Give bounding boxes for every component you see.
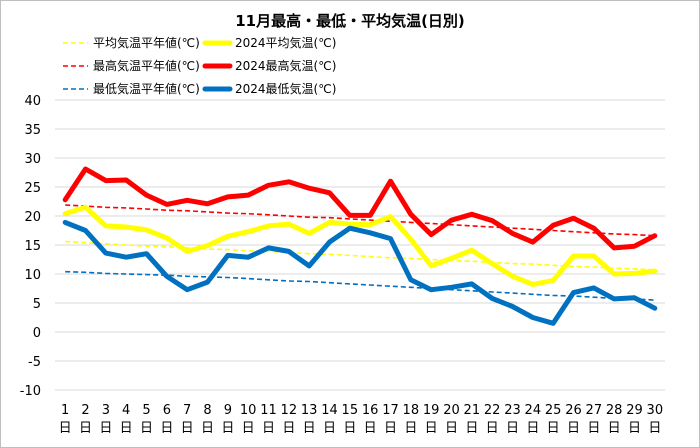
series-line — [62, 219, 658, 326]
series-line — [62, 204, 658, 287]
x-tick-label: 20 — [443, 403, 460, 418]
y-axis-ticks: -10 -5 0 5 10 15 20 25 30 35 40 — [20, 94, 41, 399]
series-line — [65, 240, 655, 271]
x-tick-day-label: 日 — [547, 421, 560, 436]
x-tick-day-label: 日 — [608, 421, 621, 436]
legend-label: 2024平均気温(℃) — [235, 35, 336, 50]
x-tick-day-label: 日 — [628, 421, 641, 436]
y-tick-label: 25 — [24, 181, 41, 196]
y-tick-label: -10 — [20, 384, 41, 399]
x-tick-day-label: 日 — [648, 421, 661, 436]
x-tick-label: 4 — [122, 403, 130, 418]
x-tick-label: 22 — [484, 403, 501, 418]
x-tick-label: 16 — [362, 403, 379, 418]
x-tick-label: 13 — [301, 403, 318, 418]
x-tick-label: 1 — [61, 403, 69, 418]
y-tick-label: 35 — [24, 123, 41, 138]
y-tick-label: 20 — [24, 210, 41, 225]
x-tick-day-label: 日 — [181, 421, 194, 436]
series-line — [65, 270, 655, 301]
x-tick-label: 25 — [545, 403, 562, 418]
x-tick-day-label: 日 — [404, 421, 417, 436]
x-tick-day-label: 日 — [506, 421, 519, 436]
x-tick-day-label: 日 — [486, 421, 499, 436]
x-tick-label: 23 — [504, 403, 521, 418]
x-tick-label: 29 — [626, 403, 643, 418]
series-lines — [62, 166, 658, 326]
x-tick-label: 24 — [525, 403, 542, 418]
x-tick-day-label: 日 — [242, 421, 255, 436]
x-tick-day-label: 日 — [120, 421, 133, 436]
x-tick-label: 18 — [403, 403, 420, 418]
legend-label: 最低気温平年値(℃) — [93, 81, 200, 96]
legend-label: 2024最低気温(℃) — [235, 81, 336, 96]
x-tick-day-label: 日 — [99, 421, 112, 436]
x-axis-ticks: 1日2日3日4日5日6日7日8日9日10日11日12日13日14日15日16日1… — [59, 403, 663, 436]
x-tick-day-label: 日 — [323, 421, 336, 436]
x-tick-day-label: 日 — [303, 421, 316, 436]
x-tick-label: 14 — [321, 403, 338, 418]
x-tick-label: 17 — [382, 403, 399, 418]
x-tick-day-label: 日 — [221, 421, 234, 436]
x-tick-label: 15 — [342, 403, 359, 418]
x-tick-label: 26 — [565, 403, 582, 418]
x-tick-day-label: 日 — [445, 421, 458, 436]
x-tick-day-label: 日 — [526, 421, 539, 436]
x-tick-label: 11 — [260, 403, 277, 418]
x-tick-day-label: 日 — [425, 421, 438, 436]
chart-title: 11月最高・最低・平均気温(日別) — [235, 12, 465, 30]
y-tick-label: 5 — [33, 297, 41, 312]
y-tick-label: 0 — [33, 326, 41, 341]
x-tick-day-label: 日 — [567, 421, 580, 436]
x-tick-label: 28 — [606, 403, 623, 418]
x-tick-label: 12 — [281, 403, 298, 418]
x-tick-day-label: 日 — [79, 421, 92, 436]
y-tick-label: 15 — [24, 239, 41, 254]
x-tick-label: 2 — [81, 403, 89, 418]
legend-label: 平均気温平年値(℃) — [93, 35, 200, 50]
x-tick-label: 27 — [586, 403, 603, 418]
x-tick-label: 8 — [203, 403, 211, 418]
x-tick-label: 21 — [464, 403, 481, 418]
x-tick-label: 30 — [647, 403, 664, 418]
legend-label: 最高気温平年値(℃) — [93, 58, 200, 73]
x-tick-label: 3 — [102, 403, 110, 418]
x-tick-label: 9 — [224, 403, 232, 418]
x-tick-day-label: 日 — [160, 421, 173, 436]
legend-label: 2024最高気温(℃) — [235, 58, 336, 73]
x-tick-label: 7 — [183, 403, 191, 418]
y-tick-label: 10 — [24, 268, 41, 283]
x-tick-day-label: 日 — [343, 421, 356, 436]
y-tick-label: 40 — [24, 94, 41, 109]
series-line — [65, 204, 655, 237]
grid-lines — [55, 99, 665, 391]
y-tick-label: -5 — [28, 355, 41, 370]
x-tick-day-label: 日 — [364, 421, 377, 436]
y-tick-label: 30 — [24, 152, 41, 167]
x-tick-day-label: 日 — [384, 421, 397, 436]
x-tick-day-label: 日 — [282, 421, 295, 436]
x-tick-label: 19 — [423, 403, 440, 418]
legend: 平均気温平年値(℃) 2024平均気温(℃) 最高気温平年値(℃) 2024最高気温(… — [63, 35, 336, 96]
x-tick-label: 10 — [240, 403, 257, 418]
x-tick-day-label: 日 — [465, 421, 478, 436]
x-tick-day-label: 日 — [140, 421, 153, 436]
x-tick-day-label: 日 — [201, 421, 214, 436]
x-tick-day-label: 日 — [59, 421, 72, 436]
x-tick-day-label: 日 — [587, 421, 600, 436]
x-tick-label: 6 — [163, 403, 171, 418]
series-line — [62, 166, 658, 251]
x-tick-day-label: 日 — [262, 421, 275, 436]
x-tick-label: 5 — [142, 403, 150, 418]
